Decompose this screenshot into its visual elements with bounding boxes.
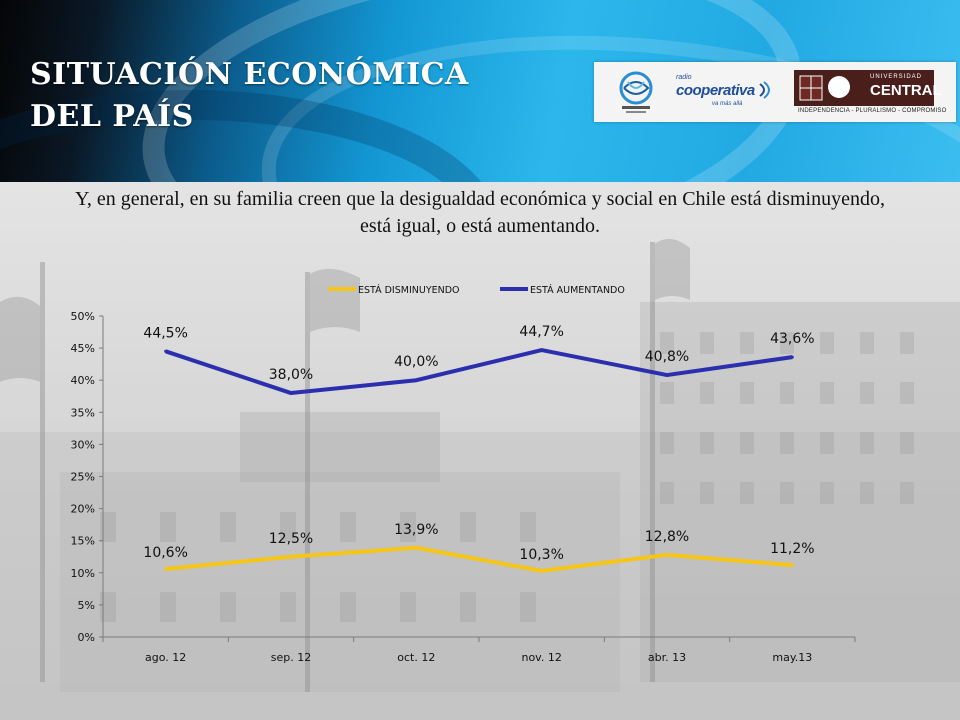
survey-question: Y, en general, en su familia creen que l…	[75, 188, 885, 237]
cooperativa-logo: radio cooperativa va más allá	[674, 74, 774, 110]
y-tick-label: 35%	[71, 406, 95, 419]
central-logo-box: UNIVERSIDAD CENTRAL	[794, 70, 942, 106]
series-point	[164, 567, 168, 571]
data-label: 12,5%	[269, 531, 313, 547]
y-tick-label: 20%	[71, 503, 95, 516]
central-logo-motto: INDEPENDENCIA - PLURALISMO - COMPROMISO	[798, 108, 947, 114]
legend-label-disminuyendo: ESTÁ DISMINUYENDO	[358, 284, 460, 296]
series-point	[790, 355, 794, 359]
cooperativa-logo-small: radio	[676, 74, 692, 81]
y-tick-label: 0%	[78, 631, 95, 644]
y-tick-label: 50%	[71, 310, 95, 323]
slide-title: SITUACIÓN ECONÓMICA DEL PAÍS	[30, 57, 469, 134]
cooperativa-logo-name: cooperativa	[676, 82, 755, 99]
series-point	[540, 348, 544, 352]
series-point	[790, 563, 794, 567]
data-label: 44,7%	[519, 324, 563, 340]
y-axis-ticks: 0% 5% 10% 15% 20% 25% 30% 35% 40% 45% 50%	[71, 310, 103, 644]
series-point	[414, 378, 418, 382]
central-shield-icon	[799, 75, 823, 101]
palace-background-photo	[0, 182, 960, 720]
x-tick-label: nov. 12	[521, 651, 561, 664]
central-circle-icon	[828, 76, 850, 98]
legend: ESTÁ DISMINUYENDO ESTÁ AUMENTANDO	[328, 284, 625, 296]
central-logo-name: CENTRAL	[870, 82, 942, 99]
series-point	[289, 391, 293, 395]
x-tick-label: abr. 13	[648, 651, 686, 664]
series-point	[164, 349, 168, 353]
data-labels: 10,6% 12,5% 13,9% 10,3% 12,8% 11,2% 44,5% 38,0%…	[143, 324, 814, 563]
y-tick-label: 40%	[71, 374, 95, 387]
data-label: 13,9%	[394, 522, 438, 538]
data-label: 38,0%	[269, 367, 313, 383]
data-label: 10,3%	[519, 547, 563, 563]
series-point	[665, 373, 669, 377]
y-tick-label: 15%	[71, 535, 95, 548]
slide-header: SITUACIÓN ECONÓMICA DEL PAÍS radio coope…	[0, 0, 960, 182]
x-tick-label: ago. 12	[145, 651, 186, 664]
imaginacion-logo-icon	[619, 71, 653, 113]
palace-background-drawing	[0, 238, 960, 720]
data-label: 12,8%	[645, 529, 689, 545]
series-point	[289, 555, 293, 559]
data-label: 44,5%	[143, 325, 187, 341]
x-axis-ticks: ago. 12 sep. 12 oct. 12 nov. 12 abr. 13 may.1…	[102, 637, 856, 664]
data-label: 10,6%	[143, 545, 187, 561]
series-point	[540, 569, 544, 573]
x-tick-label: may.13	[772, 651, 812, 664]
series-point	[665, 553, 669, 557]
data-label: 40,8%	[645, 349, 689, 365]
x-tick-label: sep. 12	[271, 651, 311, 664]
y-tick-label: 25%	[71, 471, 95, 484]
cooperativa-logo-tagline: va más allá	[712, 101, 743, 107]
y-tick-label: 30%	[71, 438, 95, 451]
y-tick-label: 45%	[71, 342, 95, 355]
y-tick-label: 10%	[71, 567, 95, 580]
sponsor-logos: radio cooperativa va más allá UNIVERSIDA…	[594, 62, 956, 122]
legend-label-aumentando: ESTÁ AUMENTANDO	[530, 284, 625, 296]
x-tick-label: oct. 12	[397, 651, 435, 664]
y-tick-label: 5%	[78, 599, 95, 612]
data-label: 43,6%	[770, 331, 814, 347]
universidad-central-logo: UNIVERSIDAD CENTRAL INDEPENDENCIA - PLUR…	[794, 70, 946, 116]
series-point	[414, 546, 418, 550]
series-line-1	[165, 348, 793, 396]
cooperativa-waves-icon	[759, 81, 770, 99]
data-label: 11,2%	[770, 541, 814, 557]
chart-series	[164, 348, 794, 573]
series-line-0	[165, 545, 793, 573]
data-label: 40,0%	[394, 354, 438, 370]
central-logo-top: UNIVERSIDAD	[870, 74, 923, 80]
